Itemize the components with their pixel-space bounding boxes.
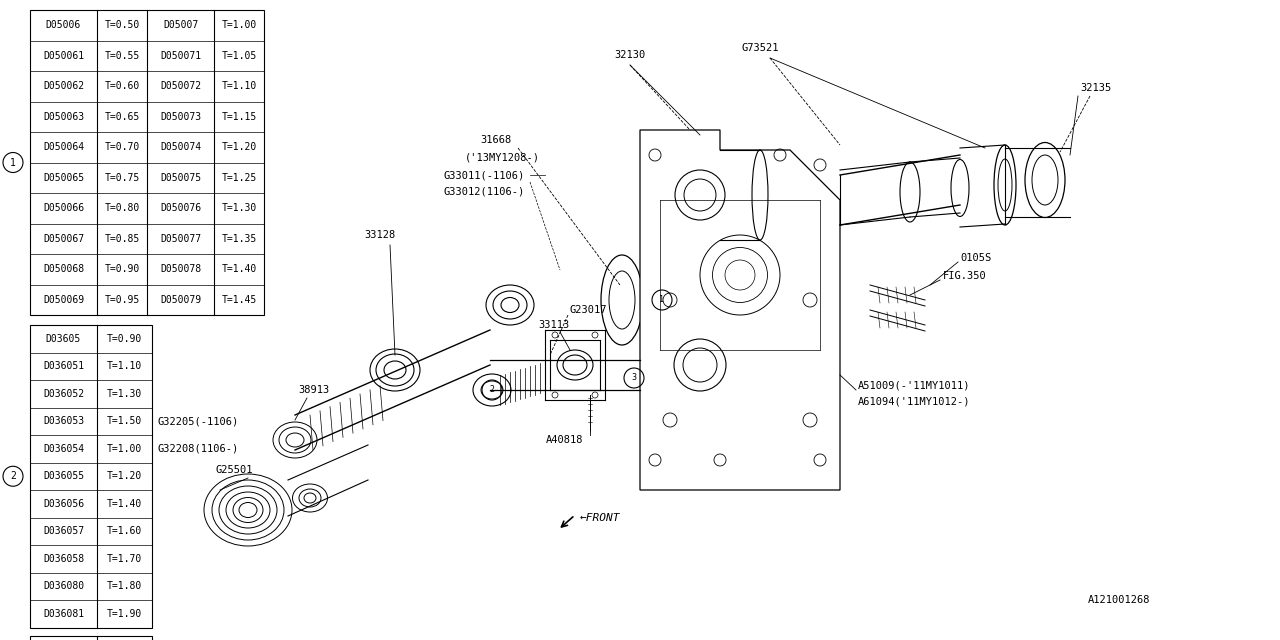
Text: D036054: D036054 [44,444,84,454]
Text: D036081: D036081 [44,609,84,619]
Text: D050074: D050074 [160,142,201,152]
Text: D036057: D036057 [44,526,84,536]
Text: T=1.00: T=1.00 [106,444,142,454]
Text: D036080: D036080 [44,581,84,591]
Text: D050066: D050066 [44,204,84,213]
Text: D050071: D050071 [160,51,201,61]
Text: T=1.00: T=1.00 [221,20,256,30]
Text: T=0.65: T=0.65 [105,112,140,122]
Text: A51009(-'11MY1011): A51009(-'11MY1011) [858,380,970,390]
Text: D050062: D050062 [44,81,84,92]
Text: D050072: D050072 [160,81,201,92]
Text: T=1.80: T=1.80 [106,581,142,591]
Text: D05006: D05006 [46,20,81,30]
Text: D036052: D036052 [44,388,84,399]
Text: G32208(1106-): G32208(1106-) [157,444,238,454]
Text: 32135: 32135 [1080,83,1111,93]
Text: 33128: 33128 [365,230,396,240]
Text: A121001268: A121001268 [1088,595,1149,605]
Text: D050063: D050063 [44,112,84,122]
Text: D050079: D050079 [160,295,201,305]
Text: A40818: A40818 [547,435,584,445]
Text: ('13MY1208-): ('13MY1208-) [465,153,540,163]
Bar [29,10,264,315]
Text: 2: 2 [10,471,15,481]
Bar [29,325,152,627]
Text: D050075: D050075 [160,173,201,183]
Text: T=0.90: T=0.90 [105,264,140,275]
Text: T=0.75: T=0.75 [105,173,140,183]
Text: D050069: D050069 [44,295,84,305]
Text: D050073: D050073 [160,112,201,122]
Text: T=0.85: T=0.85 [105,234,140,244]
Polygon shape [640,130,840,490]
Text: T=1.20: T=1.20 [221,142,256,152]
Text: G33011(-1106): G33011(-1106) [443,170,525,180]
Text: T=0.80: T=0.80 [105,204,140,213]
Text: T=0.60: T=0.60 [105,81,140,92]
Text: A61094('11MY1012-): A61094('11MY1012-) [858,397,970,407]
Text: T=0.90: T=0.90 [106,333,142,344]
Text: T=1.50: T=1.50 [106,416,142,426]
Text: D036053: D036053 [44,416,84,426]
Text: T=1.15: T=1.15 [221,112,256,122]
Text: T=1.40: T=1.40 [106,499,142,509]
Text: T=1.40: T=1.40 [221,264,256,275]
Text: T=1.10: T=1.10 [221,81,256,92]
Text: T=0.70: T=0.70 [105,142,140,152]
Text: D03605: D03605 [46,333,81,344]
Text: T=1.35: T=1.35 [221,234,256,244]
Text: D050065: D050065 [44,173,84,183]
Text: T=1.10: T=1.10 [106,361,142,371]
Text: T=1.25: T=1.25 [221,173,256,183]
Text: G23017: G23017 [570,305,608,315]
Text: T=1.60: T=1.60 [106,526,142,536]
Text: T=0.55: T=0.55 [105,51,140,61]
Text: ←FRONT: ←FRONT [580,513,621,523]
Text: T=1.30: T=1.30 [221,204,256,213]
Text: 0105S: 0105S [960,253,991,263]
Text: T=1.20: T=1.20 [106,471,142,481]
Text: 38913: 38913 [298,385,329,395]
Text: D050076: D050076 [160,204,201,213]
Text: T=1.90: T=1.90 [106,609,142,619]
Text: G32205(-1106): G32205(-1106) [157,416,238,426]
Text: D036051: D036051 [44,361,84,371]
Text: T=1.70: T=1.70 [106,554,142,564]
Text: D036058: D036058 [44,554,84,564]
Text: D050068: D050068 [44,264,84,275]
Text: T=1.45: T=1.45 [221,295,256,305]
Text: D050078: D050078 [160,264,201,275]
Text: 2: 2 [489,385,494,394]
Text: T=0.50: T=0.50 [105,20,140,30]
Text: 3: 3 [631,374,636,383]
Text: 31668: 31668 [480,135,511,145]
Text: 1: 1 [659,296,664,305]
Text: G25501: G25501 [215,465,252,475]
Text: D050077: D050077 [160,234,201,244]
Text: 1: 1 [10,157,15,168]
Text: D05007: D05007 [163,20,198,30]
Text: 32130: 32130 [614,50,645,60]
Text: T=1.05: T=1.05 [221,51,256,61]
Text: G73521: G73521 [741,43,778,53]
Text: 33113: 33113 [538,320,570,330]
Text: T=1.30: T=1.30 [106,388,142,399]
Text: D036055: D036055 [44,471,84,481]
Text: D050064: D050064 [44,142,84,152]
Text: D050067: D050067 [44,234,84,244]
Text: T=0.95: T=0.95 [105,295,140,305]
Bar [29,636,152,640]
Text: D036056: D036056 [44,499,84,509]
Text: D050061: D050061 [44,51,84,61]
Text: FIG.350: FIG.350 [943,271,987,281]
Text: G33012(1106-): G33012(1106-) [443,187,525,197]
